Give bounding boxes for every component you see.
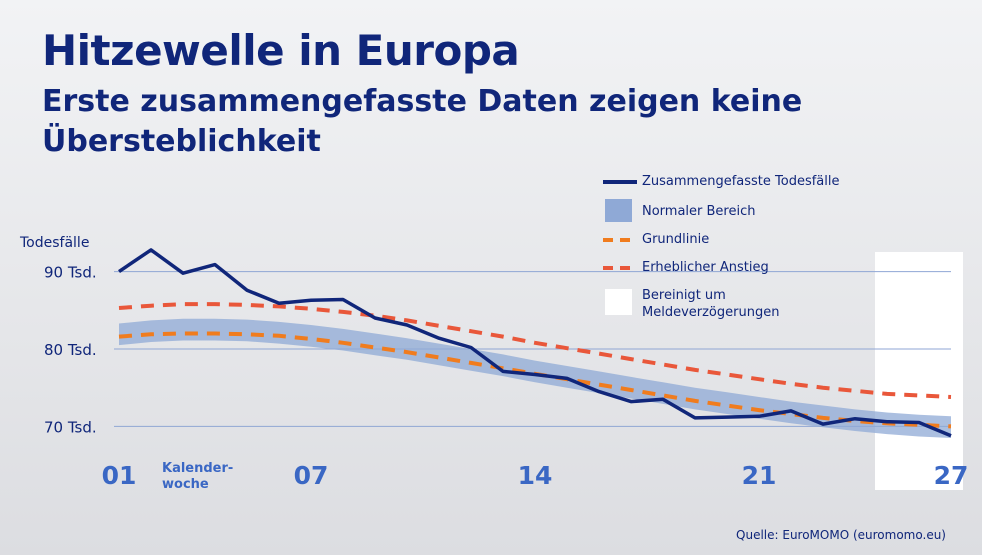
x-tick-label: 01 (102, 461, 137, 490)
legend-label-significant-increase: Erheblicher Anstieg (642, 260, 769, 275)
legend-label-adjusted: Bereinigt um Meldeverzögerungen (642, 288, 780, 320)
y-tick-label: 90 Tsd. (44, 264, 97, 282)
legend-label-baseline: Grundlinie (642, 232, 710, 247)
source-note: Quelle: EuroMOMO (euromomo.eu) (736, 528, 946, 542)
adjusted-region (875, 252, 963, 490)
x-tick-label: 27 (934, 461, 969, 490)
legend-label-normal-range: Normaler Bereich (642, 204, 756, 219)
y-tick-label: 80 Tsd. (44, 341, 97, 359)
legend-label-deaths: Zusammengefasste Todesfälle (642, 174, 840, 189)
chart-title: Hitzewelle in Europa (42, 26, 520, 75)
x-axis-label: woche (162, 477, 209, 492)
y-tick-label: 70 Tsd. (44, 418, 97, 436)
x-axis-label: Kalender- (162, 461, 233, 476)
normal-range-band (119, 318, 951, 438)
legend-swatch-normal-range (605, 199, 632, 222)
x-tick-label: 07 (294, 461, 329, 490)
chart-subtitle: Erste zusammengefasste Daten zeigen kein… (42, 84, 803, 159)
legend-swatch-adjusted (605, 289, 632, 315)
significant-increase-line (118, 302, 952, 399)
x-tick-label: 14 (518, 461, 553, 490)
deaths-line (118, 248, 952, 438)
x-tick-label: 21 (742, 461, 777, 490)
y-axis-label: Todesfälle (19, 235, 89, 251)
